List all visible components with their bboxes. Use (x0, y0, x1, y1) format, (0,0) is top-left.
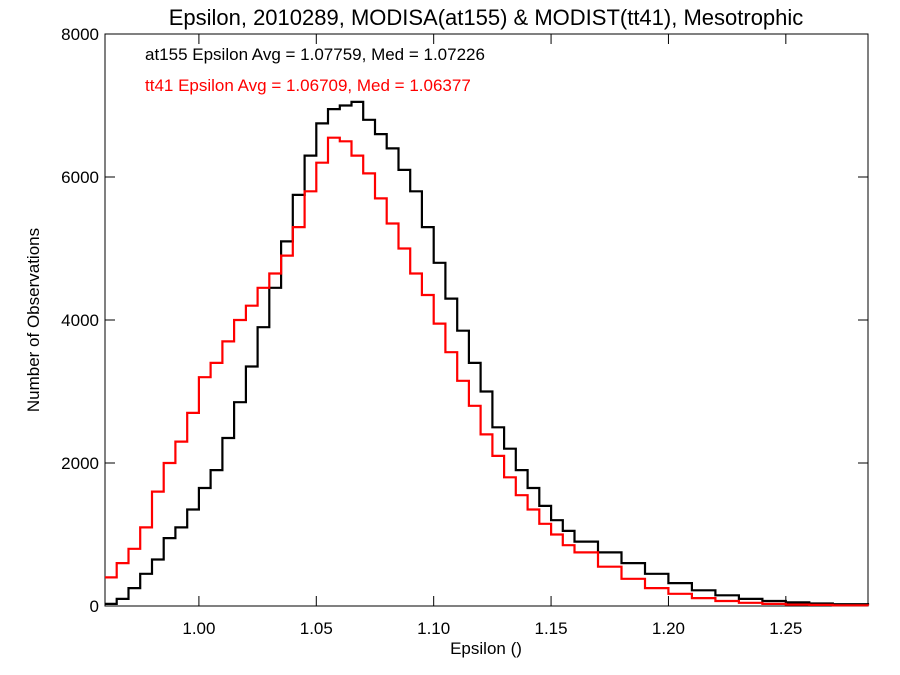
series-at155-line (105, 100, 870, 606)
x-axis-label: Epsilon () (450, 639, 522, 658)
annotation-tt41: tt41 Epsilon Avg = 1.06709, Med = 1.0637… (145, 76, 471, 95)
y-axis-label: Number of Observations (24, 228, 43, 412)
plot-frame (104, 33, 869, 607)
x-tick-label: 1.20 (652, 619, 685, 638)
x-tick-label: 1.10 (417, 619, 450, 638)
series-tt41-line (105, 136, 870, 607)
x-tick-label: 1.15 (535, 619, 568, 638)
x-tick-label: 1.05 (300, 619, 333, 638)
x-tick-label: 1.25 (769, 619, 802, 638)
y-tick-label: 0 (90, 597, 99, 616)
y-tick-label: 4000 (61, 311, 99, 330)
y-tick-label: 6000 (61, 168, 99, 187)
y-tick-label: 8000 (61, 25, 99, 44)
series-layer (105, 100, 870, 607)
y-tick-label: 2000 (61, 454, 99, 473)
x-tick-label: 1.00 (182, 619, 215, 638)
annotation-at155: at155 Epsilon Avg = 1.07759, Med = 1.072… (145, 45, 485, 64)
chart-title: Epsilon, 2010289, MODISA(at155) & MODIST… (169, 5, 804, 30)
axis-ticks: 1.00 1.05 1.10 1.15 1.20 1.25 0 2000 4000 6000 800… (61, 25, 868, 638)
